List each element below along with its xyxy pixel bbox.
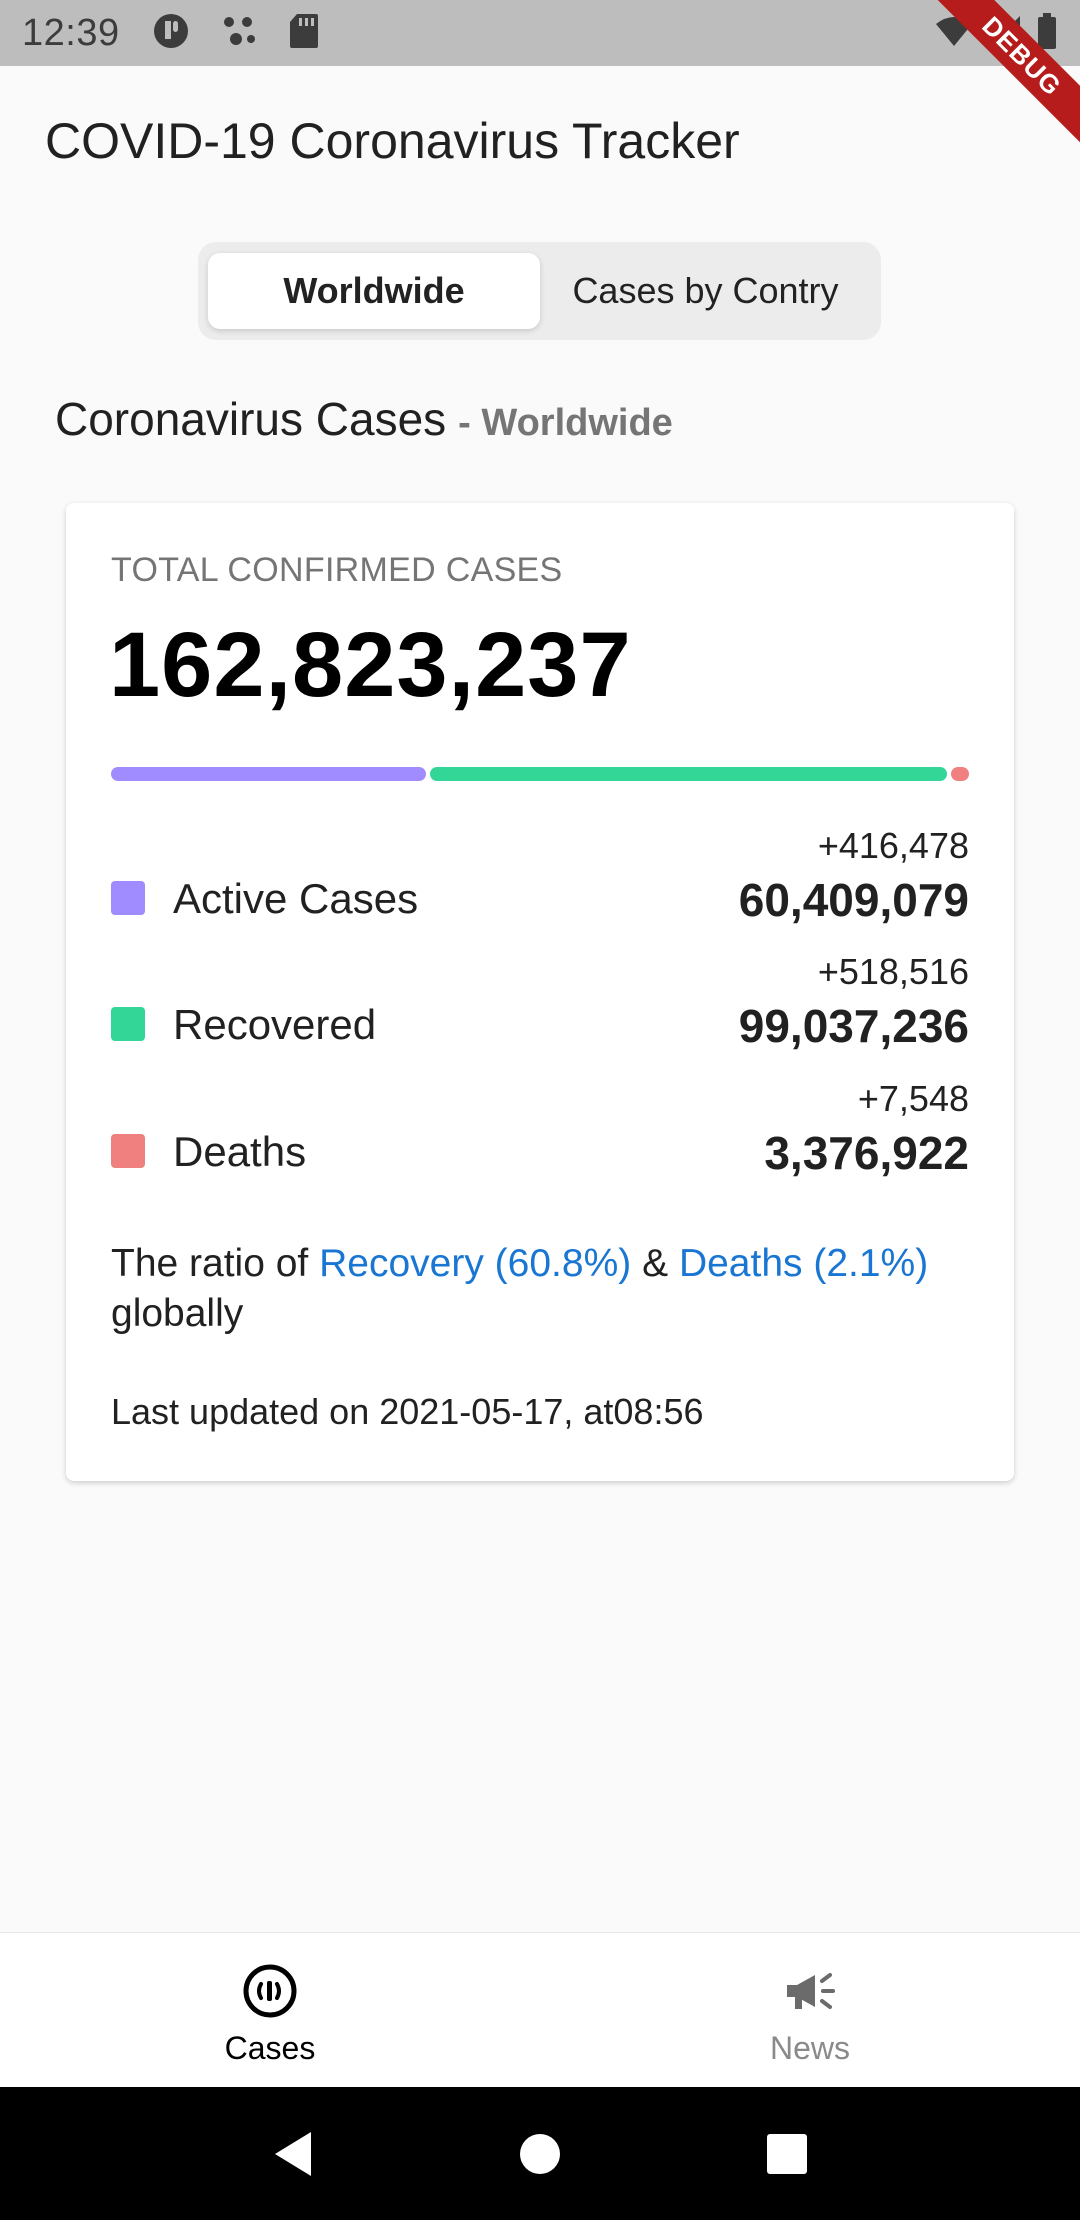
stat-label: Deaths	[173, 1128, 307, 1175]
progress-segment-deaths	[951, 767, 969, 781]
battery-icon	[1036, 12, 1058, 55]
cases-icon	[242, 1963, 298, 2024]
back-icon[interactable]	[263, 2124, 323, 2184]
nav-item-news[interactable]: News	[540, 1933, 1080, 2087]
stat-value: 60,409,079	[738, 874, 969, 926]
stat-value: 3,376,922	[764, 1127, 969, 1179]
sd-card-icon	[288, 12, 320, 55]
deaths-swatch	[111, 1134, 145, 1168]
ratio-suffix: globally	[111, 1292, 244, 1335]
stat-row-active: Active Cases +416,478 60,409,079	[111, 825, 969, 935]
system-navigation-bar	[0, 2087, 1080, 2220]
status-notification-icons	[152, 12, 320, 55]
nav-label-cases: Cases	[224, 2030, 316, 2066]
cases-progress-bar	[111, 767, 969, 781]
progress-segment-active	[111, 767, 427, 781]
nav-label-news: News	[769, 2030, 850, 2066]
summary-card: TOTAL CONFIRMED CASES 162,823,237 Active…	[66, 503, 1014, 1481]
stat-label: Active Cases	[173, 875, 419, 922]
recovery-ratio-link[interactable]: Recovery (60.8%)	[319, 1242, 632, 1285]
nav-item-cases[interactable]: Cases	[0, 1933, 540, 2087]
ratio-text: The ratio of Recovery (60.8%) & Deaths (…	[111, 1239, 981, 1339]
home-icon[interactable]	[510, 2124, 570, 2184]
app-title: COVID-19 Coronavirus Tracker	[45, 113, 740, 169]
region-segmented-control: Worldwide Cases by Contry	[198, 242, 881, 340]
total-cases-label: TOTAL CONFIRMED CASES	[111, 551, 563, 589]
ratio-amp: &	[642, 1242, 669, 1285]
last-updated-text: Last updated on 2021-05-17, at08:56	[111, 1391, 704, 1432]
deaths-ratio-link[interactable]: Deaths (2.1%)	[678, 1242, 929, 1285]
recovered-swatch	[111, 1007, 145, 1041]
stat-value: 99,037,236	[738, 1000, 969, 1052]
stat-row-deaths: Deaths +7,548 3,376,922	[111, 1078, 969, 1188]
total-cases-value: 162,823,237	[109, 614, 632, 716]
ratio-prefix: The ratio of	[111, 1242, 309, 1285]
status-bar: 12:39	[0, 0, 1080, 66]
stat-delta: +416,478	[817, 825, 969, 866]
progress-segment-recovered	[430, 767, 948, 781]
section-subtitle: - Worldwide	[458, 402, 673, 444]
status-time: 12:39	[22, 11, 120, 54]
tab-cases-by-country[interactable]: Cases by Contry	[572, 270, 839, 311]
bottom-navigation: Cases News	[0, 1932, 1080, 2087]
tab-worldwide[interactable]: Worldwide	[208, 253, 540, 329]
section-heading: Coronavirus Cases - Worldwide	[55, 392, 673, 446]
dots-notification-icon	[220, 12, 258, 55]
stat-delta: +7,548	[857, 1078, 969, 1119]
active-swatch	[111, 881, 145, 915]
stat-row-recovered: Recovered +518,516 99,037,236	[111, 951, 969, 1061]
recents-icon[interactable]	[757, 2124, 817, 2184]
app-notification-icon	[152, 12, 190, 55]
stat-label: Recovered	[173, 1001, 377, 1048]
stat-delta: +518,516	[817, 951, 969, 992]
section-title: Coronavirus Cases	[55, 393, 447, 445]
megaphone-icon	[781, 1963, 839, 2024]
